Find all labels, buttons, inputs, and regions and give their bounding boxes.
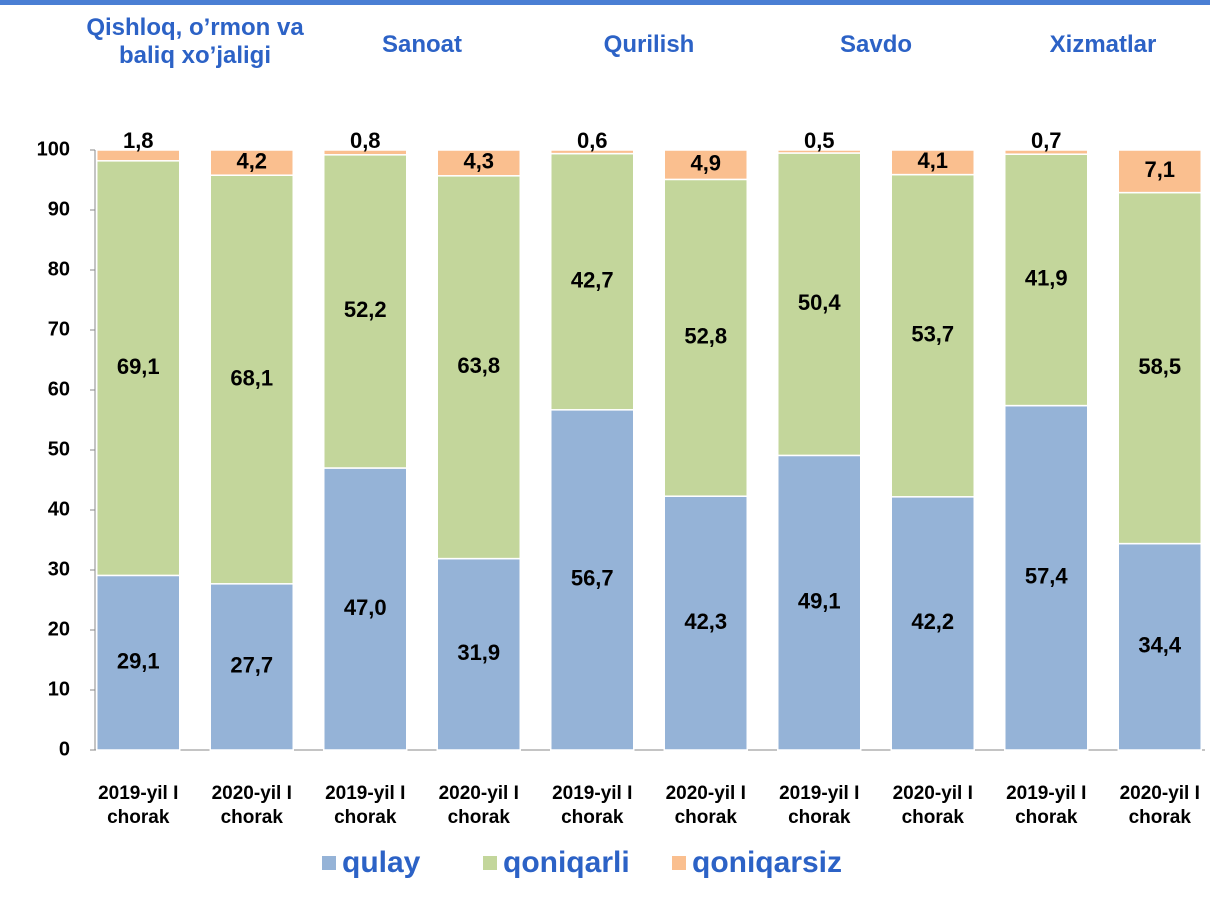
bar-segment — [890, 149, 975, 176]
legend-swatch — [322, 856, 336, 870]
bar-segment — [890, 173, 975, 498]
value-label: 4,1 — [917, 148, 948, 173]
legend-label: qoniqarsiz — [692, 846, 842, 879]
legend-swatch — [483, 856, 497, 870]
value-label: 0,5 — [804, 128, 835, 153]
bar-segment — [323, 467, 408, 751]
value-label: 47,0 — [344, 595, 387, 620]
bar-segment — [550, 409, 635, 751]
group-label: Qishloq, o’rmon va baliq xo’jaligi — [86, 14, 304, 69]
value-label: 42,7 — [571, 268, 614, 293]
bar-segment — [209, 149, 294, 176]
y-tick-label: 60 — [48, 378, 70, 400]
value-label: 4,9 — [690, 151, 721, 176]
value-label: 63,8 — [457, 353, 500, 378]
value-label: 58,5 — [1138, 354, 1181, 379]
bar-segment — [777, 152, 862, 457]
value-label: 29,1 — [117, 649, 160, 674]
bar-segment — [436, 149, 521, 177]
group-label: Xizmatlar — [1049, 31, 1157, 58]
value-label: 41,9 — [1025, 266, 1068, 291]
bar-segment — [96, 160, 181, 577]
bar-segment — [663, 495, 748, 751]
bar-segment — [209, 583, 294, 751]
value-label: 57,4 — [1025, 564, 1069, 589]
x-tick-label: 2020-yil I chorak — [665, 783, 746, 828]
bar-segment — [550, 149, 635, 155]
y-tick-label: 70 — [48, 318, 70, 340]
y-tick-label: 100 — [37, 138, 70, 160]
value-label: 53,7 — [911, 322, 954, 347]
x-tick-label: 2019-yil I chorak — [325, 783, 406, 828]
value-label: 0,8 — [350, 128, 381, 153]
value-label: 50,4 — [798, 290, 842, 315]
group-label: Qurilish — [603, 31, 695, 58]
value-label: 52,8 — [684, 324, 727, 349]
value-label: 42,3 — [684, 609, 727, 634]
group-label: Savdo — [839, 31, 913, 58]
value-label: 7,1 — [1144, 157, 1175, 182]
bar-segment — [96, 574, 181, 751]
y-tick-label: 80 — [48, 258, 70, 280]
bar-segment — [777, 454, 862, 751]
y-tick-label: 20 — [48, 618, 70, 640]
value-label: 31,9 — [457, 640, 500, 665]
top-rule — [0, 0, 1210, 5]
bar-segment — [550, 152, 635, 411]
legend-label: qoniqarli — [503, 846, 630, 879]
x-tick-label: 2020-yil I chorak — [211, 783, 292, 828]
bar-segment — [1004, 149, 1089, 155]
y-tick-label: 0 — [59, 738, 70, 760]
value-label: 49,1 — [798, 589, 841, 614]
value-label: 1,8 — [123, 128, 154, 153]
bar-segment — [663, 178, 748, 497]
bar-segment — [323, 149, 408, 156]
value-label: 68,1 — [230, 365, 273, 390]
group-label: Sanoat — [381, 31, 462, 58]
bar-segment — [96, 149, 181, 162]
value-label: 69,1 — [117, 354, 160, 379]
y-tick-label: 50 — [48, 438, 70, 460]
value-label: 0,6 — [577, 128, 608, 153]
value-label: 0,7 — [1031, 128, 1062, 153]
x-tick-label: 2020-yil I chorak — [892, 783, 973, 828]
y-tick-label: 90 — [48, 198, 70, 220]
y-tick-label: 10 — [48, 678, 70, 700]
bar-segment — [1117, 149, 1202, 194]
legend-swatch — [672, 856, 686, 870]
x-tick-label: 2019-yil I chorak — [552, 783, 633, 828]
value-label: 4,3 — [463, 149, 494, 174]
value-label: 56,7 — [571, 566, 614, 591]
value-label: 34,4 — [1138, 633, 1182, 658]
value-label: 42,2 — [911, 609, 954, 634]
bar-segment — [1117, 542, 1202, 751]
bar-segment — [663, 149, 748, 181]
value-label: 4,2 — [236, 148, 267, 173]
bar-segment — [777, 149, 862, 154]
bar-segment — [436, 175, 521, 560]
legend-label: qulay — [342, 846, 421, 879]
bar-segment — [1004, 153, 1089, 407]
y-tick-label: 30 — [48, 558, 70, 580]
bar-segment — [323, 154, 408, 469]
bar-segment — [209, 174, 294, 585]
value-label: 52,2 — [344, 297, 387, 322]
bar-segment — [1004, 404, 1089, 751]
bar-segment — [890, 496, 975, 751]
x-tick-label: 2019-yil I chorak — [779, 783, 860, 828]
bar-segment — [1117, 191, 1202, 545]
value-label: 27,7 — [230, 653, 273, 678]
x-tick-label: 2020-yil I chorak — [1119, 783, 1200, 828]
y-tick-label: 40 — [48, 498, 70, 520]
x-tick-label: 2020-yil I chorak — [438, 783, 519, 828]
x-tick-label: 2019-yil I chorak — [98, 783, 179, 828]
x-tick-label: 2019-yil I chorak — [1006, 783, 1087, 828]
